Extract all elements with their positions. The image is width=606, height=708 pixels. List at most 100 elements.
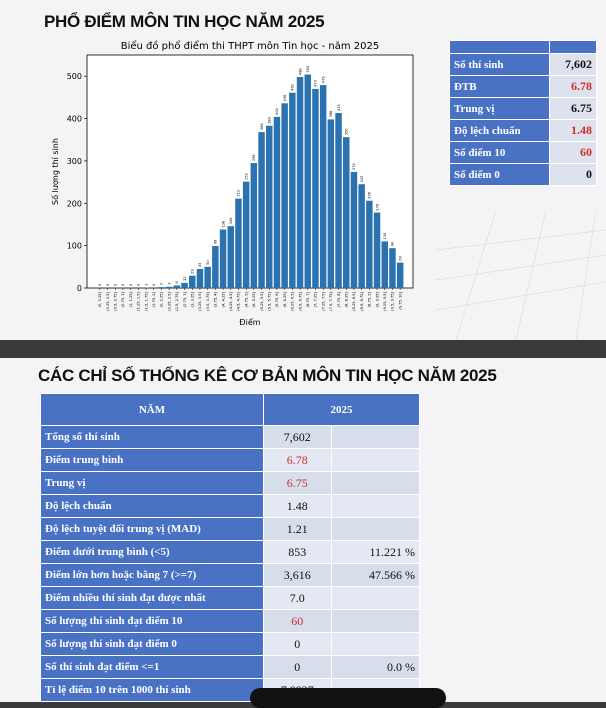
stats-value: 6.75 [264, 472, 332, 495]
value-label: 413 [337, 104, 341, 111]
x-tick-label: (2.75, 3] [183, 291, 187, 307]
x-tick-label: (7.5, 7.75] [329, 291, 333, 310]
x-tick-label: (2, 2.25] [160, 291, 164, 307]
value-label: 0 [113, 284, 117, 286]
stats-value [331, 610, 419, 633]
chart-panel: PHỔ ĐIỂM MÔN TIN HỌC NĂM 2025 Biểu đồ ph… [0, 0, 606, 340]
x-tick-label: (5.25, 5.5] [260, 291, 264, 310]
value-label: 356 [344, 128, 348, 135]
x-tick-label: (6.25, 6.5] [291, 291, 295, 310]
stats-label: Tỉ lệ điểm 10 trên 1000 thí sinh [41, 679, 264, 702]
x-tick-label: (5, 5.25] [252, 291, 256, 307]
stats-value: 1.48 [264, 495, 332, 518]
value-label: 206 [368, 192, 372, 199]
x-tick-label: (0.75, 1] [121, 291, 125, 307]
stats-value [331, 472, 419, 495]
bar [366, 201, 372, 288]
value-label: 498 [298, 68, 302, 75]
bar [189, 276, 195, 288]
x-tick-label: (5.5, 5.75] [267, 291, 271, 310]
y-tick-label: 200 [67, 199, 82, 208]
value-label: 0 [129, 284, 133, 286]
stats-value [331, 495, 419, 518]
value-label: 0 [137, 284, 141, 286]
bar [343, 137, 349, 288]
summary-label: ĐTB [450, 76, 550, 98]
chart-title: Biểu đồ phổ điểm thi THPT môn Tin học - … [121, 39, 380, 52]
x-tick-label: (7, 7.25] [314, 291, 318, 307]
stats-value [331, 518, 419, 541]
x-tick-label: (2.25, 2.5] [167, 291, 171, 310]
y-axis-label: Số lượng thí sinh [50, 138, 60, 205]
value-label: 3 [167, 282, 171, 284]
floor-grid [436, 190, 606, 340]
bar [204, 267, 210, 288]
summary-value: 60 [549, 142, 596, 164]
dock-bar [250, 688, 446, 708]
summary-value: 6.75 [549, 98, 596, 120]
stats-value: 6.78 [264, 449, 332, 472]
value-label: 0 [121, 284, 125, 286]
summary-label: Số điểm 0 [450, 164, 550, 186]
bar [320, 85, 326, 288]
value-label: 99 [214, 240, 218, 244]
x-tick-label: (8.25, 8.5] [352, 291, 356, 310]
bar [174, 285, 180, 288]
x-tick-label: (5.75, 6] [275, 291, 279, 307]
x-tick-label: (8.75, 9] [368, 291, 372, 307]
x-tick-label: (0.25, 0.5] [106, 291, 110, 310]
stats-value: 60 [264, 610, 332, 633]
x-tick-label: (0, 0.25] [98, 291, 102, 307]
stats-value: 0.0 % [331, 656, 419, 679]
stats-title: CÁC CHỈ SỐ THỐNG KÊ CƠ BẢN MÔN TIN HỌC N… [38, 366, 497, 386]
stats-value: 11.221 % [331, 541, 419, 564]
bar [212, 246, 218, 288]
value-label: 178 [375, 204, 379, 211]
bar [358, 184, 364, 288]
y-tick-label: 500 [67, 72, 82, 81]
value-label: 470 [314, 80, 318, 87]
bar [158, 287, 164, 288]
stats-value [331, 587, 419, 610]
bar [258, 132, 264, 288]
bar [228, 226, 234, 288]
bar [289, 93, 295, 288]
value-label: 29 [190, 269, 194, 273]
x-tick-label: (8.5, 8.75] [360, 291, 364, 310]
bar [197, 269, 203, 288]
value-label: 12 [183, 276, 187, 280]
x-tick-label: (7.75, 8] [337, 291, 341, 307]
summary-value: 0 [549, 164, 596, 186]
value-label: 211 [237, 190, 241, 197]
x-tick-label: (6.5, 6.75] [298, 291, 302, 310]
value-label: 94 [391, 241, 395, 246]
stats-label: Điểm trung bình [41, 449, 264, 472]
x-tick-label: (1, 1.25] [129, 291, 133, 307]
summary-label: Số điểm 10 [450, 142, 550, 164]
value-label: 0 [106, 284, 110, 286]
stats-label: Số thí sinh đạt điểm <=1 [41, 656, 264, 679]
bar [235, 199, 241, 288]
value-label: 404 [275, 107, 279, 114]
bar [397, 263, 403, 288]
value-label: 60 [398, 256, 402, 260]
bar [374, 213, 380, 288]
stats-label: Điểm lớn hơn hoặc bằng 7 (>=7) [41, 564, 264, 587]
x-tick-label: (1.75, 2] [152, 291, 156, 307]
stats-value [331, 633, 419, 656]
value-label: 0 [152, 284, 156, 286]
value-label: 504 [306, 65, 310, 72]
